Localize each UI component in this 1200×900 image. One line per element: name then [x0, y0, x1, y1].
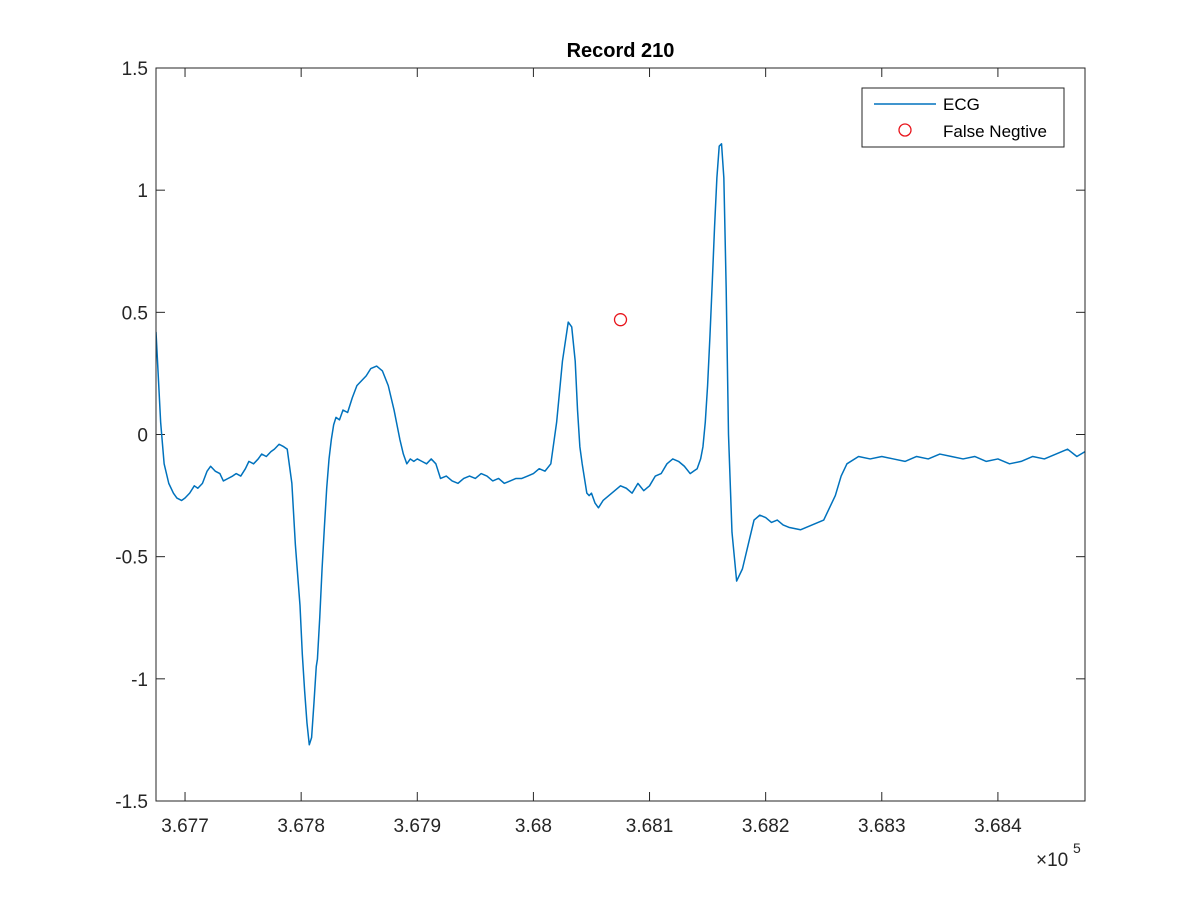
- y-tick-label: -1.5: [115, 792, 148, 813]
- ecg-series-line: [156, 142, 1085, 746]
- x-tick-label: 3.681: [626, 816, 674, 837]
- plot-area: [156, 68, 1085, 801]
- x-tick-label: 3.678: [277, 816, 325, 837]
- x-tick-label: 3.683: [858, 816, 906, 837]
- legend-ecg-label: ECG: [943, 95, 980, 114]
- y-axis: -1.5 -1 -0.5 0 0.5 1 1.5: [115, 59, 1085, 813]
- y-tick-label: 0.5: [122, 303, 148, 324]
- y-tick-label: 0: [137, 426, 148, 447]
- legend-box: [861, 87, 1065, 148]
- x-multiplier-exponent: 5: [1073, 840, 1081, 856]
- x-tick-label: 3.68: [515, 816, 552, 837]
- y-tick-label: 1.5: [122, 59, 148, 80]
- x-tick-label: 3.677: [161, 816, 209, 837]
- axes-box: [155, 67, 1086, 802]
- x-tick-label: 3.679: [394, 816, 442, 837]
- chart-title: Record 210: [567, 40, 675, 62]
- x-multiplier-base: ×10: [1036, 850, 1068, 871]
- x-axis: 3.677 3.678 3.679 3.68 3.681 3.682 3.683 3.684: [161, 68, 1022, 837]
- y-tick-label: -0.5: [115, 548, 148, 569]
- x-axis-multiplier: ×10 5: [1036, 840, 1081, 871]
- x-tick-label: 3.682: [742, 816, 790, 837]
- y-tick-label: -1: [131, 670, 148, 691]
- false-negative-marker: [613, 313, 628, 327]
- x-tick-label: 3.684: [974, 816, 1022, 837]
- legend-false-negative-marker: [898, 123, 912, 137]
- y-tick-label: 1: [137, 181, 148, 202]
- legend-false-negative-label: False Negtive: [943, 122, 1047, 141]
- legend: ECG False Negtive: [861, 87, 1065, 148]
- series-layer: [156, 142, 1085, 746]
